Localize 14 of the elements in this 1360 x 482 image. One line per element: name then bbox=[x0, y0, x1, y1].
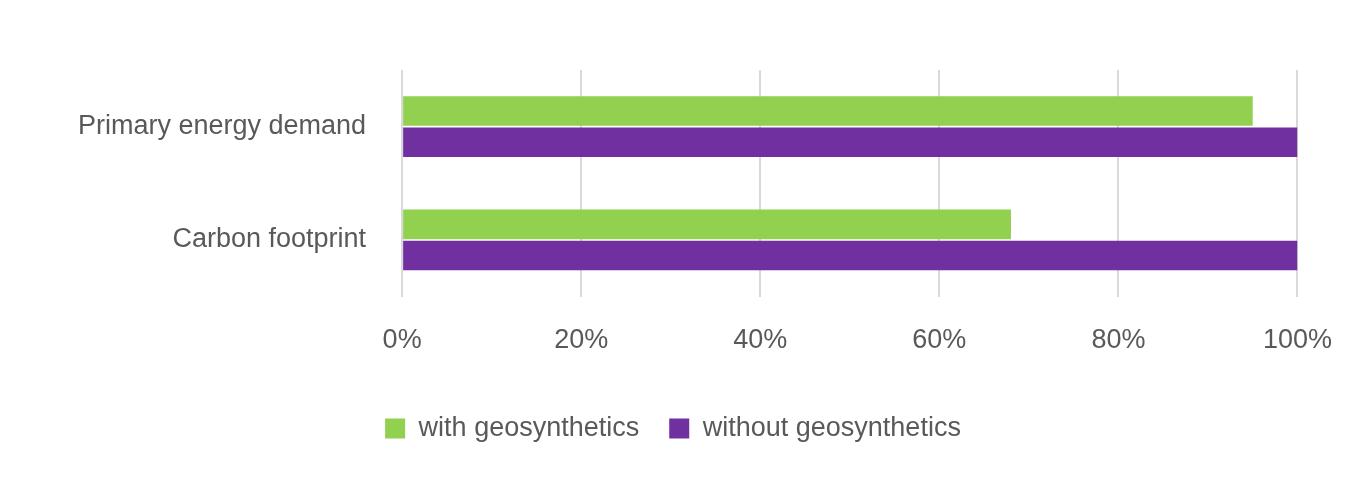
legend-label: without geosynthetics bbox=[701, 411, 961, 442]
x-tick-label: 0% bbox=[382, 324, 422, 355]
x-tick-label: 20% bbox=[554, 324, 609, 355]
x-tick-label: 100% bbox=[1262, 324, 1332, 355]
bar bbox=[403, 127, 1298, 158]
y-tick-label: Carbon footprint bbox=[172, 223, 367, 254]
y-tick-label: Primary energy demand bbox=[77, 110, 367, 141]
x-tick-label: 80% bbox=[1091, 324, 1146, 355]
legend-label: with geosynthetics bbox=[417, 411, 640, 442]
bar bbox=[403, 209, 1011, 240]
bar bbox=[403, 240, 1298, 271]
x-tick-label: 60% bbox=[912, 324, 967, 355]
bar bbox=[403, 96, 1253, 126]
x-tick-label: 40% bbox=[733, 324, 788, 355]
